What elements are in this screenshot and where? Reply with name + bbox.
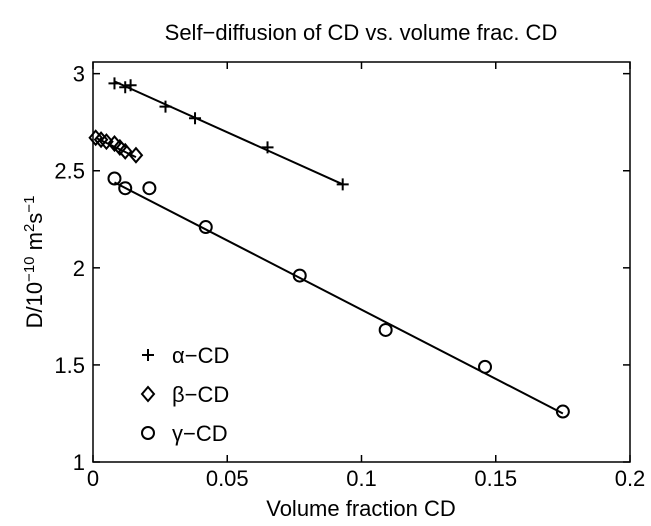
y-tick-label: 1.5 xyxy=(54,353,85,378)
marker-circle xyxy=(292,268,307,283)
marker-plus xyxy=(119,81,132,94)
y-axis-label-part: s xyxy=(22,213,47,224)
x-tick-label: 0.2 xyxy=(615,466,646,491)
legend-symbol xyxy=(142,349,154,361)
chart-title: Self−diffusion of CD vs. volume frac. CD xyxy=(165,20,558,45)
x-tick-label: 0.1 xyxy=(346,466,377,491)
marker-circle xyxy=(555,404,570,419)
y-tick-label: 2.5 xyxy=(54,159,85,184)
y-axis-label-part: 2 xyxy=(21,224,38,232)
y-axis-label-part: m xyxy=(22,232,47,256)
x-tick-label: 0.05 xyxy=(206,466,249,491)
legend-label: β−CD xyxy=(172,382,229,407)
y-axis-label-part: −10 xyxy=(21,256,38,281)
marker-plus xyxy=(261,141,274,154)
y-axis-label-part: D/10 xyxy=(22,282,47,328)
marker-plus xyxy=(124,79,137,92)
y-axis-label-part: −1 xyxy=(21,196,38,213)
legend-label: γ−CD xyxy=(172,421,228,446)
legend-symbol xyxy=(140,385,156,403)
marker-circle xyxy=(378,322,393,337)
marker-plus xyxy=(108,77,121,90)
y-axis-label: D/10−10 m2s−1 xyxy=(21,196,48,329)
marker-diamond xyxy=(117,142,133,160)
fit-line xyxy=(114,181,564,415)
marker-circle xyxy=(118,181,133,196)
marker-diamond xyxy=(99,133,114,151)
marker-circle xyxy=(107,171,122,186)
x-tick-label: 0 xyxy=(87,466,99,491)
marker-circle xyxy=(142,181,157,196)
legend-label: α−CD xyxy=(172,343,229,368)
x-axis-label: Volume fraction CD xyxy=(266,496,456,521)
legend-symbol xyxy=(141,426,155,440)
x-tick-label: 0.15 xyxy=(474,466,517,491)
marker-circle xyxy=(198,220,213,235)
marker-plus xyxy=(336,178,349,191)
y-tick-label: 2 xyxy=(73,256,85,281)
y-tick-label: 1 xyxy=(73,450,85,475)
marker-diamond xyxy=(128,146,144,164)
fit-line xyxy=(114,80,344,186)
y-tick-label: 3 xyxy=(73,62,85,87)
marker-circle xyxy=(478,359,493,374)
marker-plus xyxy=(159,100,172,113)
marker-plus xyxy=(189,112,202,125)
